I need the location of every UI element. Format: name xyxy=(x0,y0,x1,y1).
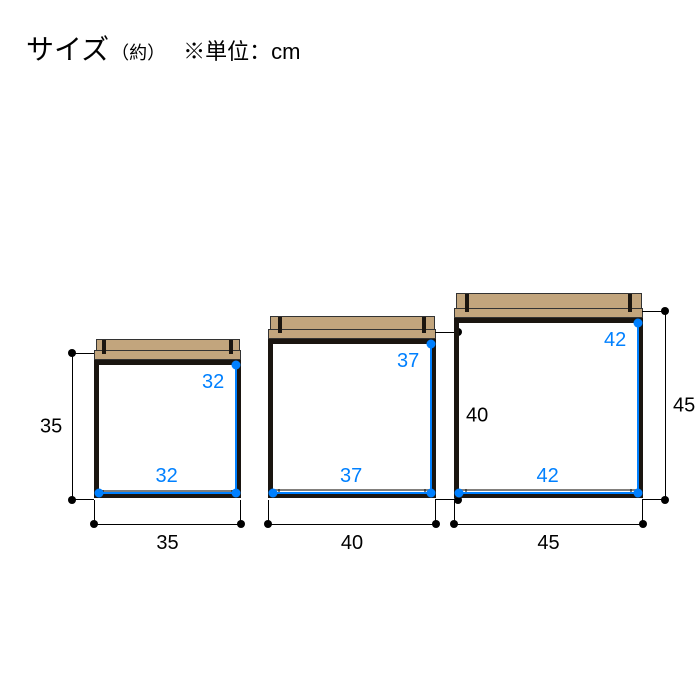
outer-height-line-large xyxy=(665,311,666,500)
inner-width-line-medium xyxy=(273,492,431,494)
outer-height-line-small xyxy=(72,353,73,500)
outer-width-line-medium xyxy=(268,524,436,525)
table-medium: 37 37 xyxy=(268,316,438,500)
diagram-stage: 323235353737404042424545 xyxy=(50,140,650,560)
table-top-large xyxy=(456,293,642,309)
inner-width-label-large: 42 xyxy=(537,465,559,488)
table-front-large xyxy=(454,308,643,318)
inner-height-label-medium: 37 xyxy=(397,350,419,373)
title-row: サイズ （約） ※単位：cm xyxy=(26,28,301,68)
inner-height-line-small xyxy=(235,365,237,493)
table-small: 32 32 xyxy=(94,339,243,500)
title-unit: ※単位：cm xyxy=(183,34,300,66)
table-top-medium xyxy=(270,316,435,330)
inner-height-label-small: 32 xyxy=(202,371,224,394)
outer-height-label-large: 45 xyxy=(673,394,695,417)
table-front-small xyxy=(94,350,241,360)
inner-height-line-medium xyxy=(430,344,432,493)
outer-width-label-medium: 40 xyxy=(341,532,363,555)
inner-height-label-large: 42 xyxy=(604,329,626,352)
inner-height-line-large xyxy=(637,323,639,493)
outer-width-line-small xyxy=(94,524,241,525)
outer-width-label-small: 35 xyxy=(156,532,178,555)
inner-width-line-small xyxy=(99,492,236,494)
table-large: 42 42 xyxy=(454,293,645,500)
table-front-medium xyxy=(268,329,436,339)
outer-width-label-large: 45 xyxy=(537,532,559,555)
outer-width-line-large xyxy=(454,524,643,525)
outer-height-label-small: 35 xyxy=(40,415,62,438)
title-main: サイズ xyxy=(26,28,109,68)
inner-width-line-large xyxy=(459,492,638,494)
title-paren: （約） xyxy=(111,39,165,65)
inner-width-label-small: 32 xyxy=(156,465,178,488)
inner-width-label-medium: 37 xyxy=(340,465,362,488)
